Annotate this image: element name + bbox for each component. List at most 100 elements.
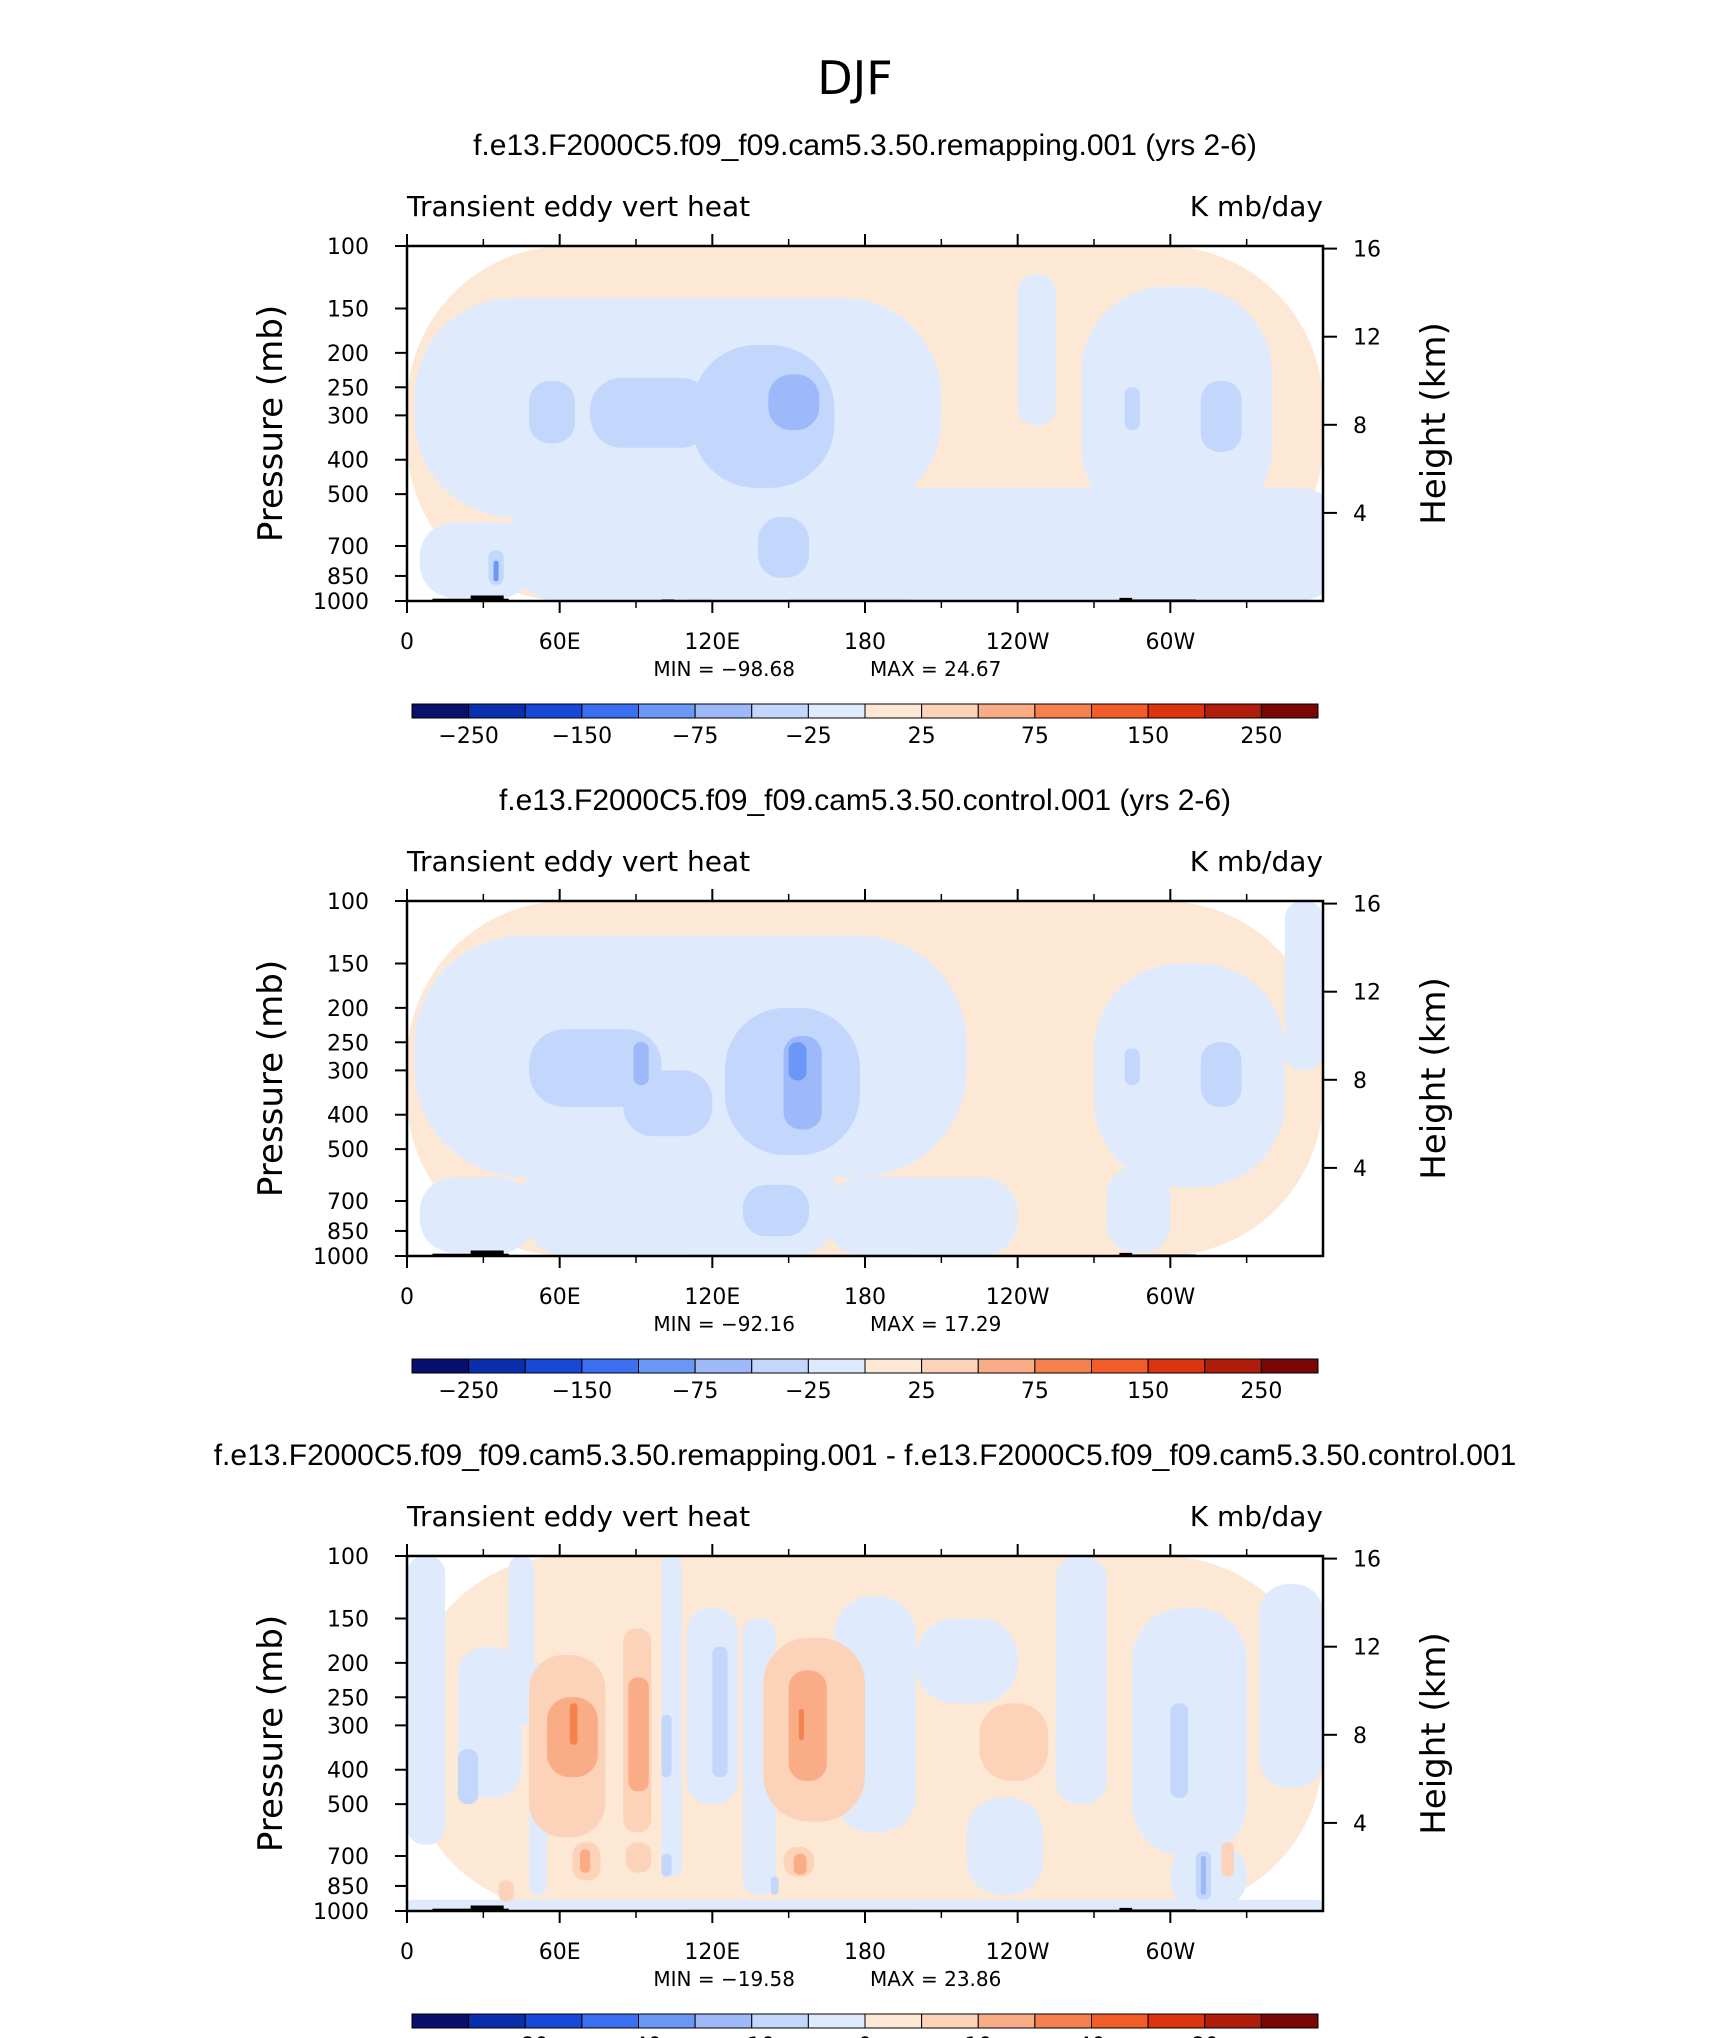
contour-region <box>493 560 499 582</box>
x-tick-label: 60E <box>539 1285 581 1310</box>
contour-region <box>590 377 713 448</box>
colorbar-swatch <box>468 2013 526 2029</box>
contour-region <box>793 1853 807 1875</box>
colorbar-swatch <box>1147 2013 1206 2029</box>
y-tick-label: 500 <box>327 1793 369 1818</box>
colorbar-swatch <box>468 703 526 719</box>
colorbar-label: 10 <box>964 2034 992 2038</box>
contour-region <box>407 1899 1323 1911</box>
contour-region <box>1106 1166 1171 1253</box>
colorbar-swatch <box>807 703 866 719</box>
contour-region <box>457 1749 479 1805</box>
contour-region <box>569 1703 578 1745</box>
colorbar-swatch <box>1091 703 1149 719</box>
colorbar-swatch <box>638 1358 696 1374</box>
colorbar-label: −25 <box>785 1379 831 1404</box>
variable-label: Transient eddy vert heat <box>406 845 750 878</box>
contour-region <box>758 517 810 578</box>
contour-region <box>1200 380 1242 452</box>
contour-region <box>788 1670 827 1781</box>
x-tick-label: 180 <box>844 1285 886 1310</box>
y-tick-label: 1000 <box>313 590 369 615</box>
colorbar-swatch <box>807 2013 866 2029</box>
x-tick-label: 120E <box>684 1940 740 1965</box>
contour-region <box>623 1070 713 1137</box>
colorbar-swatch <box>1260 2013 1319 2029</box>
panel-title: f.e13.F2000C5.f09_f09.cam5.3.50.remappin… <box>473 129 1257 162</box>
x-tick-label: 60E <box>539 1940 581 1965</box>
y-tick-label: 700 <box>327 535 369 560</box>
colorbar-swatch <box>524 2013 583 2029</box>
x-tick-label: 0 <box>400 630 414 655</box>
x-tick-label: 60W <box>1145 630 1195 655</box>
x-tick-label: 180 <box>844 1940 886 1965</box>
contour-region <box>742 1184 810 1237</box>
colorbar <box>411 1358 1319 1374</box>
panel-2: f.e13.F2000C5.f09_f09.cam5.3.50.control.… <box>251 784 1454 1404</box>
contour-region <box>826 1177 1018 1256</box>
min-value-label: MIN = −19.58 <box>653 1967 795 1991</box>
colorbar-swatch <box>864 1358 923 1374</box>
variable-label: Transient eddy vert heat <box>406 1500 750 1533</box>
colorbar-swatch <box>1260 1358 1319 1374</box>
colorbar-swatch <box>694 703 753 719</box>
y-tick-label: 700 <box>327 1845 369 1870</box>
y2-tick-label: 8 <box>1353 1069 1367 1094</box>
contour-region <box>1124 1048 1140 1086</box>
colorbar-label: 75 <box>1021 1379 1049 1404</box>
y-tick-label: 500 <box>327 1138 369 1163</box>
colorbar-swatch <box>977 2013 1036 2029</box>
contour-region <box>508 1556 535 1726</box>
units-label: K mb/day <box>1190 1500 1323 1533</box>
y-tick-label: 200 <box>327 1652 369 1677</box>
y-tick-label: 100 <box>327 1545 369 1570</box>
colorbar-label: 25 <box>908 1379 936 1404</box>
y-tick-label: 850 <box>327 1875 369 1900</box>
y-axis-label: Pressure (mb) <box>251 1615 291 1852</box>
y2-tick-label: 16 <box>1353 893 1381 918</box>
y2-tick-label: 16 <box>1353 238 1381 263</box>
variable-label: Transient eddy vert heat <box>406 190 750 223</box>
x-tick-label: 120W <box>986 630 1050 655</box>
contour-field <box>407 901 1323 1256</box>
colorbar-swatch <box>581 703 639 719</box>
colorbar-label: 80 <box>1191 2034 1219 2038</box>
contour-region <box>661 1853 672 1877</box>
y-tick-label: 250 <box>327 376 369 401</box>
contour-region <box>419 1177 535 1253</box>
contour-field <box>407 246 1323 601</box>
x-tick-label: 60W <box>1145 1285 1195 1310</box>
contour-region <box>633 1042 649 1086</box>
topography-mask <box>470 1250 504 1256</box>
colorbar-swatch <box>581 1358 639 1374</box>
y-tick-label: 850 <box>327 565 369 590</box>
colorbar-swatch <box>1147 703 1206 719</box>
y2-tick-label: 4 <box>1353 1812 1367 1837</box>
colorbar-swatch <box>977 703 1036 719</box>
colorbar-label: 25 <box>908 724 936 749</box>
colorbar-swatch <box>807 1358 866 1374</box>
contour-region <box>1132 1607 1247 1857</box>
colorbar-label: 150 <box>1127 724 1169 749</box>
topography-mask <box>470 1905 504 1911</box>
colorbar-swatch <box>751 703 809 719</box>
colorbar-swatch <box>921 2013 979 2029</box>
colorbar-swatch <box>751 2013 809 2029</box>
y-tick-label: 100 <box>327 890 369 915</box>
y2-tick-label: 12 <box>1353 1636 1381 1661</box>
contour-region <box>788 1042 807 1081</box>
y-tick-label: 200 <box>327 342 369 367</box>
colorbar-swatch <box>921 703 979 719</box>
colorbar <box>411 2013 1319 2029</box>
x-tick-label: 120E <box>684 1285 740 1310</box>
colorbar-label: 0 <box>858 2034 872 2038</box>
colorbar-swatch <box>977 1358 1036 1374</box>
contour-region <box>1124 387 1140 431</box>
colorbar-label: 250 <box>1240 724 1282 749</box>
colorbar-swatch <box>411 2013 470 2029</box>
contour-region <box>407 1556 446 1845</box>
contour-region <box>1055 1556 1107 1805</box>
colorbar-swatch <box>524 703 583 719</box>
topography-mask <box>470 595 504 601</box>
contour-region <box>580 1849 591 1873</box>
